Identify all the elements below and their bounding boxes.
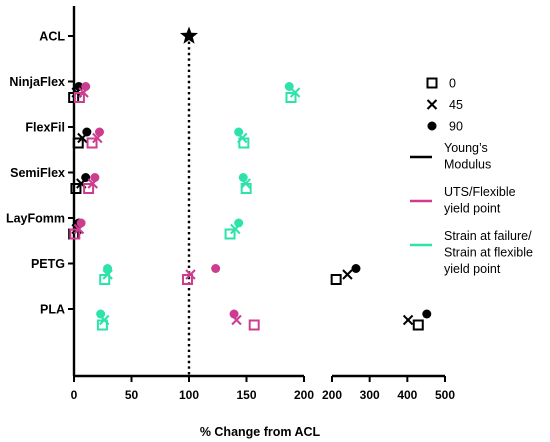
data-point bbox=[248, 319, 260, 331]
y-tick-label: FlexFil bbox=[25, 121, 65, 135]
data-point bbox=[83, 183, 95, 194]
legend-label: 90 bbox=[449, 120, 463, 134]
x-tick-label: 300 bbox=[360, 388, 380, 402]
x-axis-label: % Change from ACL bbox=[200, 425, 321, 439]
legend-label: 45 bbox=[449, 98, 463, 112]
y-tick-label: NinjaFlex bbox=[9, 75, 65, 89]
legend-label: Strain at flexible bbox=[444, 246, 533, 260]
data-point bbox=[68, 92, 80, 103]
data-point bbox=[90, 173, 100, 182]
x-tick-label: 100 bbox=[179, 388, 199, 402]
y-tick-label: PLA bbox=[40, 303, 65, 317]
x-tick-label: 500 bbox=[435, 388, 455, 402]
data-marks bbox=[68, 82, 432, 331]
x-tick-label: 150 bbox=[236, 388, 256, 402]
data-point bbox=[96, 309, 106, 319]
legend-label: UTS/Flexible bbox=[444, 185, 516, 199]
legend-label: Young’s bbox=[444, 141, 488, 155]
data-point bbox=[229, 309, 239, 319]
legend-label: yield point bbox=[444, 202, 501, 216]
data-point bbox=[330, 274, 342, 285]
data-point bbox=[238, 173, 248, 182]
data-point bbox=[72, 137, 84, 149]
legend-marker bbox=[426, 99, 438, 110]
data-point bbox=[69, 228, 81, 240]
legend-label: Strain at failure/ bbox=[444, 229, 532, 243]
data-point bbox=[99, 274, 111, 285]
legend-label: Modulus bbox=[444, 158, 491, 172]
y-tick-label: PETG bbox=[31, 257, 65, 271]
data-point bbox=[412, 319, 424, 331]
data-point bbox=[234, 127, 244, 137]
data-point bbox=[185, 269, 196, 280]
y-tick-label: ACL bbox=[39, 30, 65, 44]
data-point bbox=[95, 127, 104, 137]
x-tick-label: 200 bbox=[322, 388, 342, 402]
tick-labels: ACL NinjaFlex FlexFil SemiFlex LayFomm PETG PL… bbox=[6, 30, 455, 403]
data-point bbox=[402, 314, 414, 326]
axes bbox=[68, 6, 446, 382]
data-point bbox=[285, 92, 297, 103]
data-point bbox=[211, 264, 221, 273]
data-point bbox=[182, 274, 193, 285]
data-point bbox=[234, 218, 244, 228]
data-point bbox=[70, 183, 82, 194]
legend-marker bbox=[426, 77, 438, 89]
data-point bbox=[73, 92, 85, 103]
y-tick-label: SemiFlex bbox=[10, 166, 65, 180]
data-point bbox=[284, 82, 294, 91]
x-tick-label: 400 bbox=[397, 388, 417, 402]
data-point bbox=[103, 264, 113, 273]
x-tick-label: 200 bbox=[294, 388, 314, 402]
data-point bbox=[351, 264, 361, 273]
data-point bbox=[81, 82, 91, 91]
reference-group bbox=[179, 26, 199, 376]
data-point bbox=[86, 137, 98, 149]
legend-marker bbox=[427, 121, 437, 131]
x-tick-label: 0 bbox=[71, 388, 78, 402]
data-point bbox=[342, 269, 353, 280]
y-tick-label: LayFomm bbox=[6, 212, 65, 226]
data-point bbox=[82, 127, 92, 137]
reference-star bbox=[179, 26, 199, 44]
legend: 0 45 90 Young’s Modulus UTS/Flexible yield poi… bbox=[410, 77, 533, 276]
legend-label: yield point bbox=[444, 262, 501, 276]
legend-label: 0 bbox=[449, 77, 456, 91]
data-point bbox=[224, 228, 236, 240]
data-point bbox=[422, 309, 432, 319]
data-point bbox=[76, 218, 86, 228]
x-tick-label: 50 bbox=[125, 388, 139, 402]
